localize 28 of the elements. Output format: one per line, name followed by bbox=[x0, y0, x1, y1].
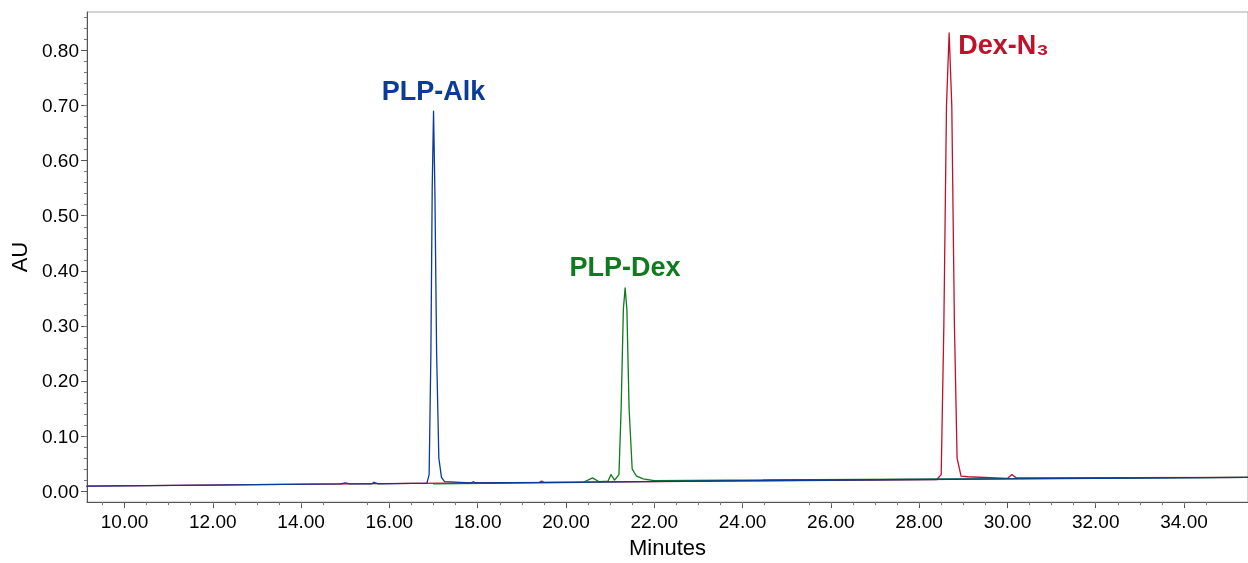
line-series bbox=[86, 110, 1248, 487]
series-label: PLP-Alk bbox=[381, 75, 487, 106]
x-tick-label: 12.00 bbox=[189, 511, 237, 533]
x-tick-label: 30.00 bbox=[983, 511, 1032, 533]
x-tick-label: 22.00 bbox=[630, 511, 679, 533]
series-label: Dex-N₃ bbox=[958, 29, 1049, 60]
x-axis-title: Minutes bbox=[628, 534, 707, 560]
x-tick-label: 26.00 bbox=[807, 511, 855, 533]
y-tick-label: 0.70 bbox=[42, 95, 79, 117]
y-tick-label: 0.10 bbox=[42, 425, 79, 447]
x-tick-label: 14.00 bbox=[277, 511, 325, 533]
x-tick-label: 34.00 bbox=[1160, 511, 1208, 533]
y-tick-label: 0.60 bbox=[42, 150, 79, 172]
x-tick-label: 28.00 bbox=[895, 511, 943, 533]
series-label: PLP-Dex bbox=[569, 252, 681, 283]
x-tick-label: 24.00 bbox=[718, 511, 767, 533]
x-tick-label: 16.00 bbox=[365, 511, 414, 533]
y-tick-label: 0.80 bbox=[42, 40, 79, 62]
y-tick-label: 0.50 bbox=[42, 205, 79, 227]
y-tick-label: 0.00 bbox=[42, 480, 79, 502]
y-tick-label: 0.40 bbox=[42, 260, 79, 282]
x-tick-label: 10.00 bbox=[100, 511, 149, 533]
x-tick-label: 20.00 bbox=[542, 511, 590, 533]
y-tick-label: 0.20 bbox=[42, 370, 79, 392]
y-axis-title: AU bbox=[6, 241, 32, 273]
x-tick-label: 18.00 bbox=[453, 511, 502, 533]
x-tick-label: 32.00 bbox=[1071, 511, 1120, 533]
y-tick-label: 0.30 bbox=[42, 315, 79, 337]
